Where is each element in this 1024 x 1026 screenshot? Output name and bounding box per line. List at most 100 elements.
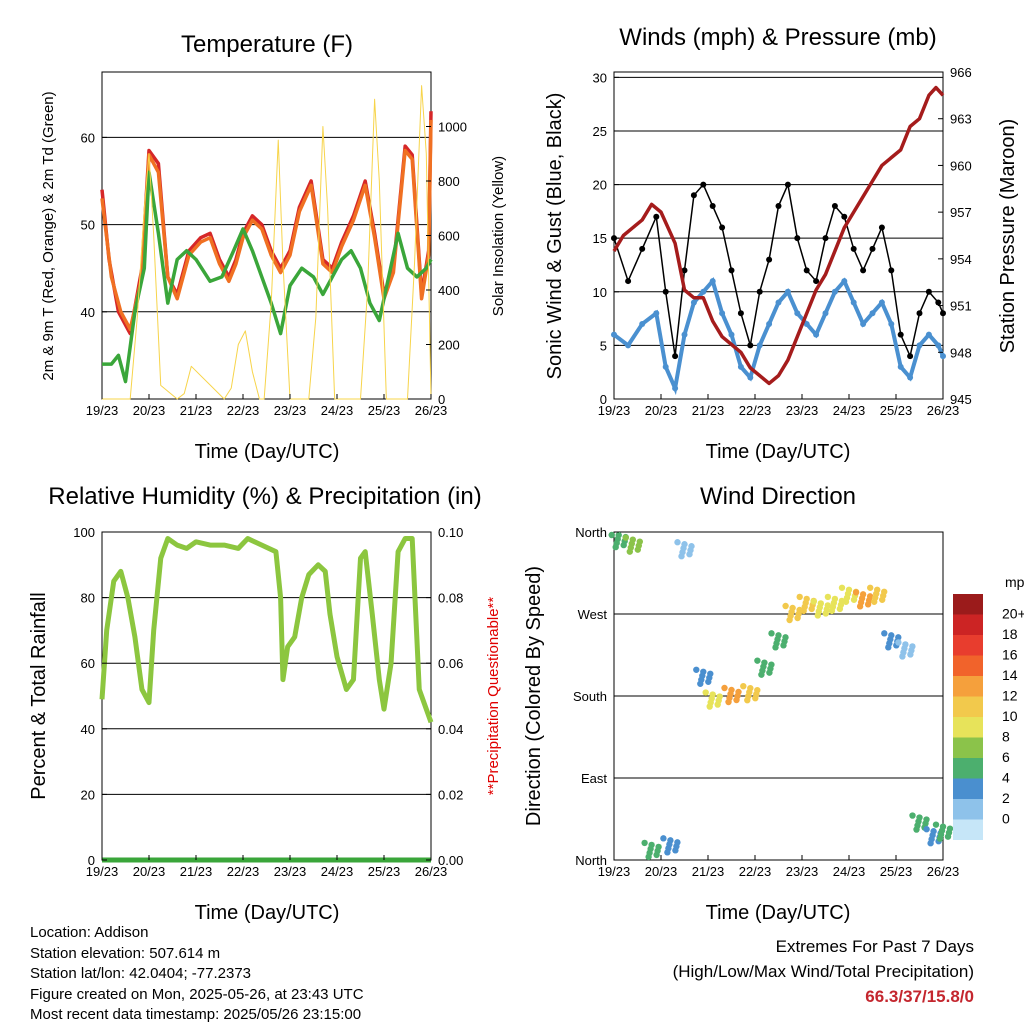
- legend-swatch: [953, 819, 983, 840]
- station-latlon: Station lat/lon: 42.0404; -77.2373: [30, 965, 252, 982]
- data-point: [897, 363, 904, 370]
- legend-label: 4: [1002, 770, 1010, 786]
- data-point: [653, 213, 660, 220]
- winds-y-title: Sonic Wind & Gust (Blue, Black): [544, 93, 566, 380]
- direction-point: [881, 630, 888, 637]
- direction-point: [838, 584, 846, 591]
- direction-point: [842, 598, 850, 605]
- x-tick-label: 20/23: [133, 403, 166, 418]
- y-right-tick-label: 0.08: [438, 591, 463, 606]
- direction-point: [660, 835, 667, 842]
- data-point: [831, 288, 838, 295]
- station-elevation: Station elevation: 507.614 m: [30, 944, 221, 962]
- data-point: [756, 342, 763, 349]
- y-tick-label: West: [578, 607, 608, 622]
- series-line: [99, 536, 434, 724]
- y-right-tick-label: 0.10: [438, 525, 463, 540]
- x-tick-label: 19/23: [86, 864, 119, 879]
- legend-swatch: [953, 758, 983, 779]
- data-point: [841, 213, 848, 220]
- x-tick-label: 26/23: [927, 403, 960, 418]
- direction-point: [634, 546, 641, 553]
- data-point: [869, 310, 876, 317]
- y-tick-label: 20: [81, 787, 95, 802]
- data-point: [888, 267, 895, 274]
- y-right-tick-label: 960: [950, 158, 972, 173]
- direction-point: [808, 605, 815, 613]
- direction-point: [780, 642, 787, 649]
- direction-point: [936, 835, 944, 842]
- data-point: [700, 181, 707, 188]
- station-location: Location: Addison: [30, 924, 149, 941]
- y-tick-label: 0: [600, 392, 607, 407]
- direction-point: [895, 639, 902, 646]
- direction-point: [645, 853, 652, 861]
- direction-point: [725, 698, 732, 706]
- data-point: [766, 320, 773, 327]
- extremes-title: Extremes For Past 7 Days: [775, 937, 974, 956]
- y-tick-label: 40: [81, 722, 95, 737]
- data-point: [813, 331, 820, 338]
- x-tick-label: 19/23: [598, 403, 631, 418]
- legend-swatch: [953, 778, 983, 799]
- x-tick-label: 23/23: [786, 864, 819, 879]
- y-right-tick-label: 1000: [438, 120, 467, 135]
- y-tick-label: 20: [593, 178, 607, 193]
- direction-point: [620, 541, 627, 549]
- data-point: [719, 224, 726, 231]
- direction-point: [693, 666, 700, 673]
- direction-point: [686, 551, 693, 558]
- direction-point: [641, 839, 648, 847]
- legend-label: 16: [1002, 647, 1018, 663]
- direction-point: [714, 701, 721, 708]
- legend-title: mph: [1005, 574, 1024, 590]
- y-right-tick-label: 948: [950, 345, 972, 360]
- x-tick-label: 22/23: [739, 864, 772, 879]
- data-point: [672, 353, 679, 360]
- data-point: [728, 267, 735, 274]
- legend-swatch: [953, 696, 983, 717]
- y-tick-label: 60: [81, 130, 95, 145]
- y-tick-label: 50: [81, 218, 95, 233]
- data-point: [775, 299, 782, 306]
- data-point: [639, 245, 646, 252]
- extremes-subtitle: (High/Low/Max Wind/Total Precipitation): [672, 962, 974, 981]
- direction-point: [626, 548, 633, 555]
- y-tick-label: 80: [81, 591, 95, 606]
- x-tick-label: 21/23: [692, 864, 725, 879]
- y-right-tick-label: 0.04: [438, 722, 463, 737]
- data-point: [700, 288, 707, 295]
- data-point: [907, 374, 914, 381]
- temperature-title: Temperature (F): [181, 31, 353, 58]
- data-point: [784, 181, 791, 188]
- series-line: [612, 277, 945, 396]
- y-tick-label: 5: [600, 338, 607, 353]
- data-point: [916, 310, 923, 317]
- y-right-tick-label: 0.06: [438, 656, 463, 671]
- y-tick-label: 10: [593, 285, 607, 300]
- series-line: [102, 85, 432, 400]
- direction-point: [697, 680, 704, 687]
- direction-point: [810, 598, 817, 605]
- data-point: [737, 363, 744, 370]
- data-point: [860, 320, 867, 327]
- legend-label: 14: [1002, 667, 1018, 683]
- data-point: [728, 331, 735, 338]
- humidity-title: Relative Humidity (%) & Precipitation (i…: [48, 483, 481, 510]
- wind-direction-y-title: Direction (Colored By Speed): [523, 566, 545, 826]
- direction-point: [944, 833, 952, 840]
- solar-y-title: Solar Insolation (Yellow): [490, 156, 507, 316]
- y-right-tick-label: 966: [950, 65, 972, 80]
- y-tick-label: South: [573, 689, 607, 704]
- direction-point: [828, 607, 836, 615]
- y-right-tick-label: 0.00: [438, 853, 463, 868]
- x-tick-label: 26/23: [927, 864, 960, 879]
- direction-point: [932, 821, 940, 828]
- y-right-tick-label: 957: [950, 205, 972, 220]
- direction-point: [744, 696, 751, 704]
- y-right-tick-label: 0: [438, 392, 445, 407]
- data-point: [803, 267, 810, 274]
- data-point: [878, 299, 885, 306]
- y-tick-label: 30: [593, 70, 607, 85]
- x-tick-label: 23/23: [274, 403, 307, 418]
